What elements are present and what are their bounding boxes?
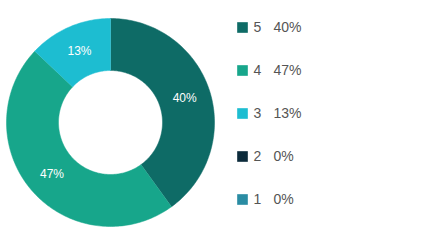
svg-text:13%: 13% xyxy=(274,105,302,121)
svg-text:47%: 47% xyxy=(40,167,64,181)
svg-text:40%: 40% xyxy=(173,91,197,105)
svg-text:2: 2 xyxy=(254,148,262,164)
svg-text:4: 4 xyxy=(254,62,262,78)
svg-text:1: 1 xyxy=(254,191,262,207)
svg-text:0%: 0% xyxy=(274,148,294,164)
svg-text:47%: 47% xyxy=(274,62,302,78)
svg-text:3: 3 xyxy=(254,105,262,121)
svg-text:13%: 13% xyxy=(68,44,92,58)
svg-text:0%: 0% xyxy=(274,191,294,207)
svg-text:5: 5 xyxy=(254,19,262,35)
svg-text:40%: 40% xyxy=(274,19,302,35)
